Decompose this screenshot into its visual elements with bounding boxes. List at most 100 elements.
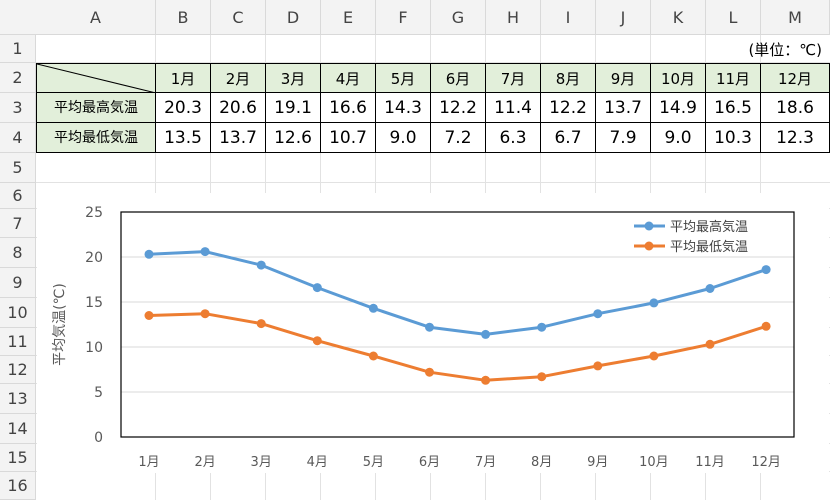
column-header-K[interactable]: K: [651, 0, 706, 35]
max-temp-cell[interactable]: 13.7: [596, 93, 651, 123]
month-header-3[interactable]: 3月: [266, 63, 321, 93]
max-temp-cell[interactable]: 11.4: [486, 93, 541, 123]
data-point: [705, 284, 715, 293]
column-header-E[interactable]: E: [321, 0, 376, 35]
row-header-7[interactable]: 7: [0, 209, 36, 238]
row-header-1[interactable]: 1: [0, 35, 36, 63]
month-header-6[interactable]: 6月: [431, 63, 486, 93]
row-header-5[interactable]: 5: [0, 153, 36, 183]
min-temp-cell[interactable]: 9.0: [376, 123, 431, 153]
row-header-16[interactable]: 16: [0, 472, 36, 500]
x-tick-label: 5月: [363, 455, 384, 470]
y-tick-label: 0: [94, 430, 103, 446]
row-header-15[interactable]: 15: [0, 444, 36, 472]
diagonal-line: [37, 64, 156, 93]
row-header-8[interactable]: 8: [0, 238, 36, 268]
month-header-8[interactable]: 8月: [541, 63, 596, 93]
month-header-12[interactable]: 12月: [761, 63, 830, 93]
max-temp-cell[interactable]: 20.3: [156, 93, 211, 123]
select-all-corner[interactable]: [0, 0, 36, 35]
x-tick-label: 9月: [587, 455, 608, 470]
row-header-6[interactable]: 6: [0, 183, 36, 209]
max-temp-cell[interactable]: 19.1: [266, 93, 321, 123]
row-gridline: [36, 62, 830, 63]
max-temp-cell[interactable]: 14.9: [651, 93, 706, 123]
row-header-2[interactable]: 2: [0, 63, 36, 93]
legend-entry-1: 平均最高気温: [670, 219, 748, 235]
series-line-2: [148, 312, 767, 382]
series-line-1: [148, 250, 767, 336]
month-header-5[interactable]: 5月: [376, 63, 431, 93]
data-point: [144, 311, 154, 320]
column-header-I[interactable]: I: [541, 0, 596, 35]
max-temp-cell[interactable]: 16.6: [321, 93, 376, 123]
data-point: [312, 336, 322, 346]
row-header-11[interactable]: 11: [0, 328, 36, 356]
row-header-3[interactable]: 3: [0, 93, 36, 123]
data-point: [368, 351, 378, 361]
month-header-10[interactable]: 10月: [651, 63, 706, 93]
column-header-L[interactable]: L: [706, 0, 761, 35]
column-header-H[interactable]: H: [486, 0, 541, 35]
x-tick-label: 8月: [531, 455, 552, 470]
data-point: [593, 361, 603, 371]
max-temp-cell[interactable]: 12.2: [541, 93, 596, 123]
month-header-7[interactable]: 7月: [486, 63, 541, 93]
unit-label[interactable]: (単位：℃): [748, 41, 822, 59]
month-header-4[interactable]: 4月: [321, 63, 376, 93]
min-temp-cell[interactable]: 12.6: [266, 123, 321, 153]
month-header-1[interactable]: 1月: [156, 63, 211, 93]
min-temp-cell[interactable]: 10.3: [706, 123, 761, 153]
max-temp-cell[interactable]: 18.6: [761, 93, 830, 123]
row-header-13[interactable]: 13: [0, 384, 36, 414]
min-temp-cell[interactable]: 7.2: [431, 123, 486, 153]
data-point: [593, 309, 603, 319]
column-header-B[interactable]: B: [156, 0, 211, 35]
column-header-C[interactable]: C: [211, 0, 266, 35]
month-header-2[interactable]: 2月: [211, 63, 266, 93]
line-chart[interactable]: 0 5 10 15 20 25 1月 2月 3月 4月 5月 6月 7月 8月 9月 10月 11月 12月 平均気…: [37, 193, 829, 473]
min-temp-cell[interactable]: 13.5: [156, 123, 211, 153]
x-tick-label: 6月: [419, 455, 440, 470]
chart-svg: 0 5 10 15 20 25 1月 2月 3月 4月 5月 6月 7月 8月 9月 10月 11月 12月 平均気…: [52, 205, 795, 470]
y-tick-label: 15: [85, 295, 103, 311]
max-temp-cell[interactable]: 14.3: [376, 93, 431, 123]
column-header-D[interactable]: D: [266, 0, 321, 35]
x-tick-label: 2月: [194, 455, 215, 470]
x-tick-label: 4月: [307, 455, 328, 470]
column-header-A[interactable]: A: [36, 0, 156, 35]
row-header-9[interactable]: 9: [0, 268, 36, 298]
row-header-12[interactable]: 12: [0, 356, 36, 384]
min-temp-cell[interactable]: 10.7: [321, 123, 376, 153]
x-tick-label: 3月: [251, 455, 272, 470]
row-header-4[interactable]: 4: [0, 123, 36, 153]
data-point: [425, 367, 434, 377]
row-header-10[interactable]: 10: [0, 298, 36, 328]
column-header-F[interactable]: F: [376, 0, 431, 35]
row-header-14[interactable]: 14: [0, 414, 36, 444]
data-point: [425, 322, 434, 332]
min-temp-cell[interactable]: 6.3: [486, 123, 541, 153]
row-label-min-temp[interactable]: 平均最低気温: [36, 123, 156, 153]
max-temp-cell[interactable]: 20.6: [211, 93, 266, 123]
column-header-M[interactable]: M: [761, 0, 830, 35]
row-label-max-temp[interactable]: 平均最高気温: [36, 93, 156, 123]
min-temp-cell[interactable]: 7.9: [596, 123, 651, 153]
max-temp-cell[interactable]: 12.2: [431, 93, 486, 123]
column-header-G[interactable]: G: [431, 0, 486, 35]
month-header-9[interactable]: 9月: [596, 63, 651, 93]
legend-marker-1: [644, 221, 654, 231]
max-temp-cell[interactable]: 16.5: [706, 93, 761, 123]
data-point: [312, 283, 322, 293]
data-point: [537, 372, 547, 382]
min-temp-cell[interactable]: 12.3: [761, 123, 830, 153]
y-tick-label: 20: [85, 250, 103, 266]
column-header-J[interactable]: J: [596, 0, 651, 35]
diagonal-header-cell[interactable]: [36, 63, 156, 93]
min-temp-cell[interactable]: 9.0: [651, 123, 706, 153]
min-temp-cell[interactable]: 13.7: [211, 123, 266, 153]
data-point: [761, 265, 771, 275]
min-temp-cell[interactable]: 6.7: [541, 123, 596, 153]
month-header-11[interactable]: 11月: [706, 63, 761, 93]
data-point: [481, 329, 491, 339]
